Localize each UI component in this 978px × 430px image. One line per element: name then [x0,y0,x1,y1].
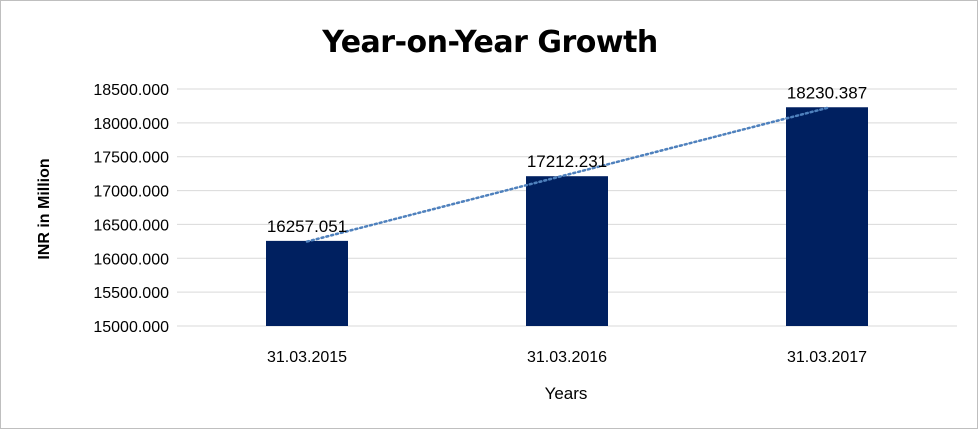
x-tick-label: 31.03.2016 [527,349,607,366]
data-label: 18230.387 [787,83,867,102]
y-tick-label: 16000.000 [93,251,169,268]
data-labels: 16257.051 17212.231 18230.387 [267,83,867,236]
y-axis-title: INR in Million [36,158,53,259]
y-tick-label: 18500.000 [93,82,169,99]
y-tick-label: 15500.000 [93,285,169,302]
bars [266,107,868,326]
data-label: 16257.051 [267,217,347,236]
bar [786,107,868,326]
data-label: 17212.231 [527,152,607,171]
trendline-line [305,106,829,243]
y-tick-label: 18000.000 [93,116,169,133]
chart-title: Year-on-Year Growth [321,25,658,60]
y-tick-label: 17500.000 [93,150,169,167]
trendline [305,106,829,243]
x-axis-title: Years [545,384,588,403]
x-tick-label: 31.03.2017 [787,349,867,366]
y-tick-label: 16500.000 [93,217,169,234]
x-tick-label: 31.03.2015 [267,349,347,366]
x-axis-ticks: 31.03.2015 31.03.2016 31.03.2017 [267,349,867,366]
bar [526,176,608,326]
bar [266,240,348,326]
y-tick-label: 17000.000 [93,184,169,201]
y-tick-label: 15000.000 [93,319,169,336]
y-axis-ticks: 15000.000 15500.000 16000.000 16500.000 1700… [93,82,169,336]
